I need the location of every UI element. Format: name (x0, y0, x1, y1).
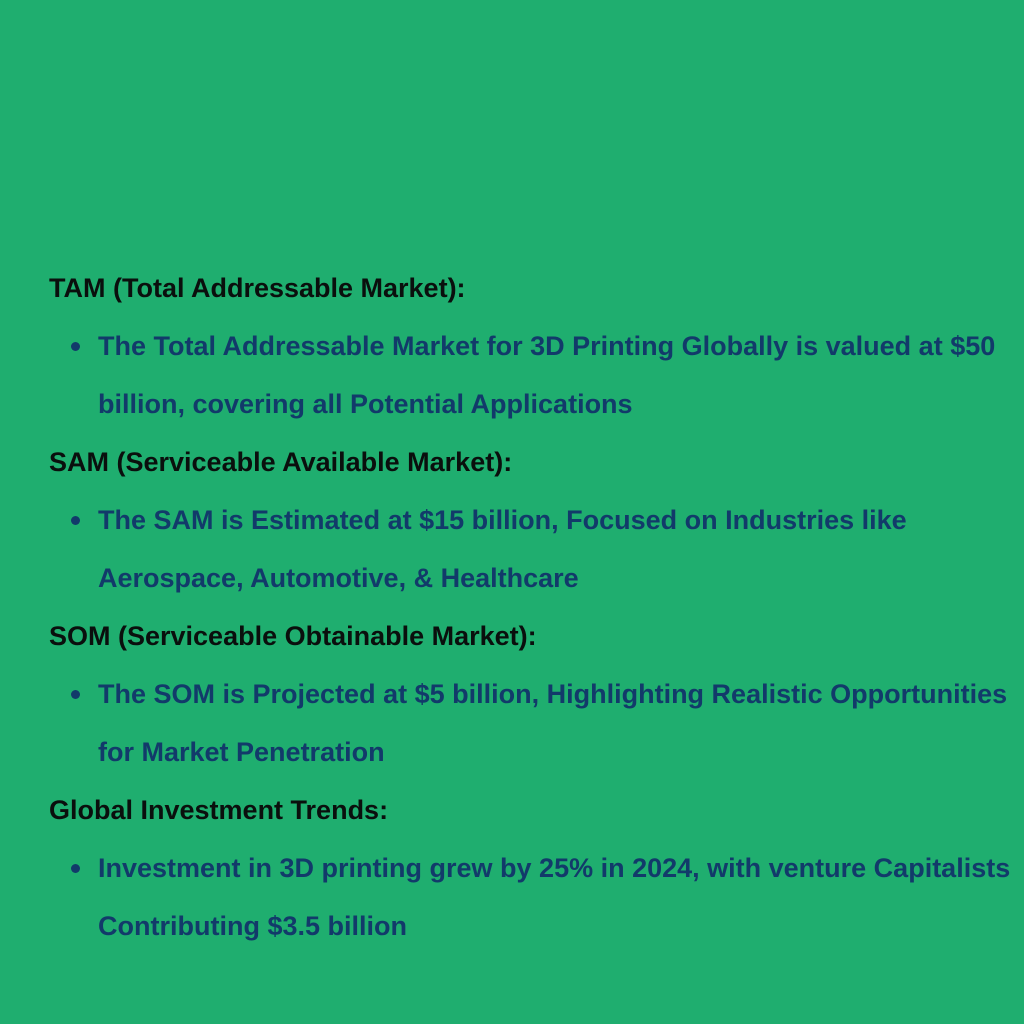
bullet-list-investment-trends: Investment in 3D printing grew by 25% in… (49, 839, 1014, 955)
bullet-item-investment-trends: Investment in 3D printing grew by 25% in… (49, 839, 1014, 955)
bullet-text-tam: The Total Addressable Market for 3D Prin… (98, 331, 996, 419)
section-heading-som: SOM (Serviceable Obtainable Market): (49, 621, 537, 651)
market-summary: TAM (Total Addressable Market): The Tota… (49, 259, 1014, 955)
section-sam: SAM (Serviceable Available Market): The … (49, 433, 1014, 607)
bullet-dot-icon (71, 342, 80, 351)
section-tam: TAM (Total Addressable Market): The Tota… (49, 259, 1014, 433)
bullet-list-sam: The SAM is Estimated at $15 billion, Foc… (49, 491, 1014, 607)
bullet-item-sam: The SAM is Estimated at $15 billion, Foc… (49, 491, 1014, 607)
bullet-item-som: The SOM is Projected at $5 billion, High… (49, 665, 1014, 781)
section-som: SOM (Serviceable Obtainable Market): The… (49, 607, 1014, 781)
bullet-dot-icon (71, 516, 80, 525)
section-heading-tam: TAM (Total Addressable Market): (49, 273, 466, 303)
section-heading-investment-trends: Global Investment Trends: (49, 795, 389, 825)
bullet-list-tam: The Total Addressable Market for 3D Prin… (49, 317, 1014, 433)
bullet-text-investment-trends: Investment in 3D printing grew by 25% in… (98, 853, 1011, 941)
bullet-dot-icon (71, 864, 80, 873)
bullet-dot-icon (71, 690, 80, 699)
bullet-text-sam: The SAM is Estimated at $15 billion, Foc… (98, 505, 907, 593)
bullet-list-som: The SOM is Projected at $5 billion, High… (49, 665, 1014, 781)
section-investment-trends: Global Investment Trends: Investment in … (49, 781, 1014, 955)
bullet-text-som: The SOM is Projected at $5 billion, High… (98, 679, 1008, 767)
bullet-item-tam: The Total Addressable Market for 3D Prin… (49, 317, 1014, 433)
section-heading-sam: SAM (Serviceable Available Market): (49, 447, 513, 477)
